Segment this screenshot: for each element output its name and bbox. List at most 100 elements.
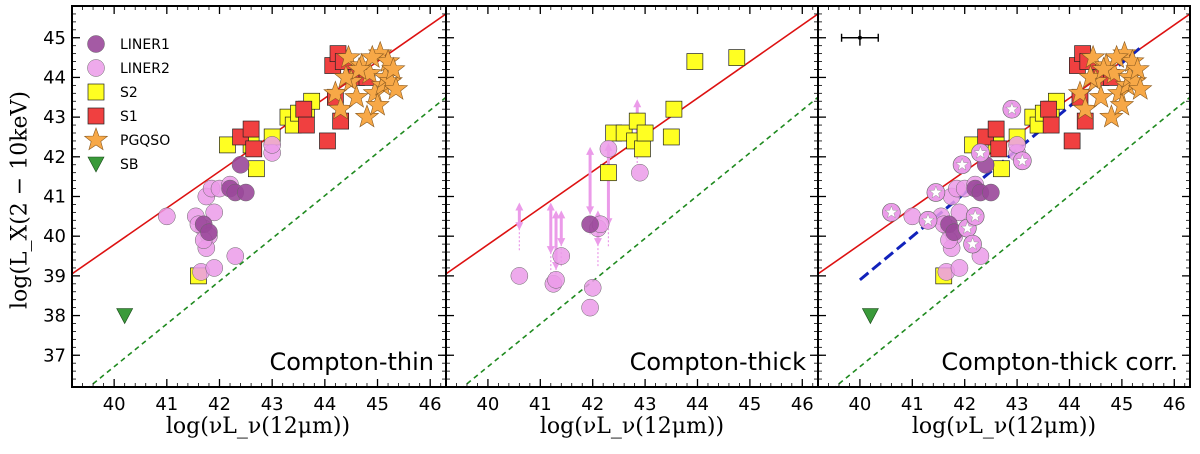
marker-liner2 bbox=[158, 208, 175, 225]
range-arrow-head-up bbox=[586, 147, 594, 155]
x-axis-label-panel-2: log(νL_ν(12μm)) bbox=[446, 414, 818, 439]
marker-s2 bbox=[637, 125, 653, 141]
legend-marker-s1 bbox=[88, 108, 104, 124]
x-tick-label: 46 bbox=[419, 394, 442, 415]
y-tick-label: 42 bbox=[43, 147, 66, 168]
marker-liner2 bbox=[548, 271, 565, 288]
marker-s2 bbox=[993, 161, 1009, 177]
range-arrow-head-up bbox=[515, 202, 523, 210]
marker-liner1 bbox=[232, 156, 249, 173]
x-tick-label: 42 bbox=[953, 394, 976, 415]
x-axis-label-panel-3: log(νL_ν(12μm)) bbox=[818, 414, 1190, 439]
legend-label-sb: SB bbox=[120, 157, 139, 173]
x-tick-label: 42 bbox=[208, 394, 231, 415]
marker-liner1 bbox=[582, 216, 599, 233]
legend-marker-liner1 bbox=[88, 36, 105, 53]
x-tick-label: 46 bbox=[791, 394, 814, 415]
legend-marker-liner2 bbox=[88, 60, 105, 77]
marker-liner2 bbox=[582, 299, 599, 316]
marker-s1 bbox=[243, 121, 259, 137]
marker-s2 bbox=[248, 161, 264, 177]
marker-liner1 bbox=[200, 224, 217, 241]
marker-s2 bbox=[634, 141, 650, 157]
x-tick-label: 44 bbox=[313, 394, 336, 415]
panel-label: Compton-thick bbox=[630, 348, 807, 376]
marker-s1 bbox=[296, 101, 312, 117]
y-tick-label: 43 bbox=[43, 107, 66, 128]
y-tick-label: 44 bbox=[43, 67, 66, 88]
marker-liner2 bbox=[584, 279, 601, 296]
y-tick-label: 45 bbox=[43, 28, 66, 49]
marker-liner2 bbox=[951, 259, 968, 276]
marker-liner2 bbox=[600, 140, 617, 157]
legend-label-liner2: LINER2 bbox=[120, 61, 170, 77]
marker-sb bbox=[862, 309, 878, 324]
x-tick-label: 45 bbox=[738, 394, 761, 415]
legend-label-pgqso: PGQSO bbox=[120, 133, 170, 149]
y-tick-label: 40 bbox=[43, 226, 66, 247]
marker-s2 bbox=[729, 50, 745, 66]
panel-label: Compton-thick corr. bbox=[941, 348, 1178, 376]
range-arrow-head-up bbox=[547, 202, 555, 210]
panel-3: 40 41 42 43 44 45 46 Compton-thick corr. bbox=[818, 6, 1190, 415]
legend-marker-s2 bbox=[88, 84, 104, 100]
figure-canvas: 40 41 42 43 44 45 46373839404142434445Compton-… bbox=[0, 0, 1200, 454]
marker-s1 bbox=[991, 141, 1007, 157]
range-arrow-head-up bbox=[633, 99, 641, 107]
marker-liner2 bbox=[631, 164, 648, 181]
x-tick-label: 44 bbox=[686, 394, 709, 415]
panel-label: Compton-thin bbox=[269, 348, 434, 376]
marker-sb bbox=[117, 309, 133, 324]
x-tick-label: 41 bbox=[529, 394, 552, 415]
legend-label-s2: S2 bbox=[120, 85, 138, 101]
marker-s1 bbox=[1064, 133, 1080, 149]
x-tick-label: 43 bbox=[634, 394, 657, 415]
marker-s2 bbox=[687, 54, 703, 70]
legend-marker-sb bbox=[88, 157, 104, 172]
y-tick-label: 41 bbox=[43, 187, 66, 208]
marker-liner1 bbox=[982, 184, 999, 201]
x-tick-label: 40 bbox=[103, 394, 126, 415]
marker-s2 bbox=[663, 129, 679, 145]
y-axis-label: log(L_X(2 − 10keV) bbox=[8, 91, 33, 309]
marker-liner2 bbox=[227, 248, 244, 265]
y-axis-label-container: log(L_X(2 − 10keV) bbox=[0, 0, 40, 400]
legend-marker-pgqso bbox=[85, 128, 108, 150]
legend-label-liner1: LINER1 bbox=[120, 37, 170, 53]
range-arrow-head-up bbox=[557, 210, 565, 218]
marker-liner2 bbox=[511, 267, 528, 284]
plot-area bbox=[818, 14, 1190, 401]
x-tick-label: 40 bbox=[848, 394, 871, 415]
x-tick-label: 43 bbox=[1006, 394, 1029, 415]
x-tick-label: 45 bbox=[366, 394, 389, 415]
x-tick-label: 45 bbox=[1110, 394, 1133, 415]
x-tick-label: 43 bbox=[261, 394, 284, 415]
marker-s1 bbox=[319, 133, 335, 149]
axes-frame bbox=[446, 6, 818, 387]
x-tick-label: 44 bbox=[1058, 394, 1081, 415]
x-tick-label: 41 bbox=[155, 394, 178, 415]
legend-label-s1: S1 bbox=[120, 109, 138, 125]
panel-2: 40 41 42 43 44 45 46 Compton-thick bbox=[446, 6, 818, 415]
x-tick-label: 42 bbox=[581, 394, 604, 415]
marker-liner2 bbox=[553, 248, 570, 265]
legend: LINER1 LINER2 S2 S1 PGQSO SB bbox=[85, 36, 171, 174]
x-tick-label: 41 bbox=[901, 394, 924, 415]
marker-s1 bbox=[1041, 101, 1057, 117]
x-tick-label: 40 bbox=[476, 394, 499, 415]
marker-s2 bbox=[666, 101, 682, 117]
marker-s1 bbox=[246, 141, 262, 157]
panel-1: 40 41 42 43 44 45 46 37 38 39 40 41 42 43 44 45 Compton-… bbox=[43, 6, 446, 415]
x-tick-label: 46 bbox=[1163, 394, 1186, 415]
y-tick-label: 38 bbox=[43, 306, 66, 327]
marker-liner2 bbox=[904, 208, 921, 225]
marker-s1 bbox=[988, 121, 1004, 137]
marker-s2 bbox=[600, 165, 616, 181]
marker-s1 bbox=[298, 117, 314, 133]
marker-liner2 bbox=[206, 259, 223, 276]
error-bar-center bbox=[858, 36, 862, 40]
marker-liner2 bbox=[264, 136, 281, 153]
y-tick-label: 37 bbox=[43, 345, 66, 366]
marker-liner1 bbox=[237, 184, 254, 201]
x-axis-label-panel-1: log(νL_ν(12μm)) bbox=[72, 414, 444, 439]
